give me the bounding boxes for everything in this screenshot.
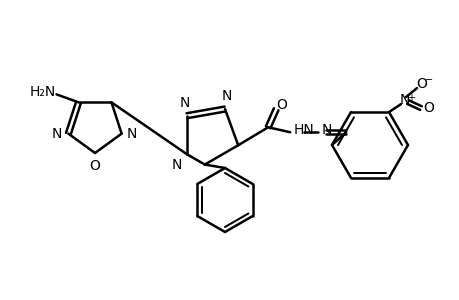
Text: O: O bbox=[90, 159, 100, 173]
Text: O: O bbox=[275, 98, 286, 112]
Text: +: + bbox=[406, 93, 414, 103]
Text: HN: HN bbox=[292, 123, 313, 137]
Text: N: N bbox=[52, 127, 62, 141]
Text: −: − bbox=[424, 75, 432, 85]
Text: H₂N: H₂N bbox=[29, 85, 56, 99]
Text: N: N bbox=[179, 96, 190, 110]
Text: O: O bbox=[423, 101, 433, 115]
Text: N: N bbox=[221, 89, 232, 103]
Text: N: N bbox=[399, 93, 409, 107]
Text: N: N bbox=[126, 127, 137, 141]
Text: N: N bbox=[320, 123, 331, 137]
Text: N: N bbox=[171, 158, 182, 172]
Text: O: O bbox=[416, 77, 426, 91]
